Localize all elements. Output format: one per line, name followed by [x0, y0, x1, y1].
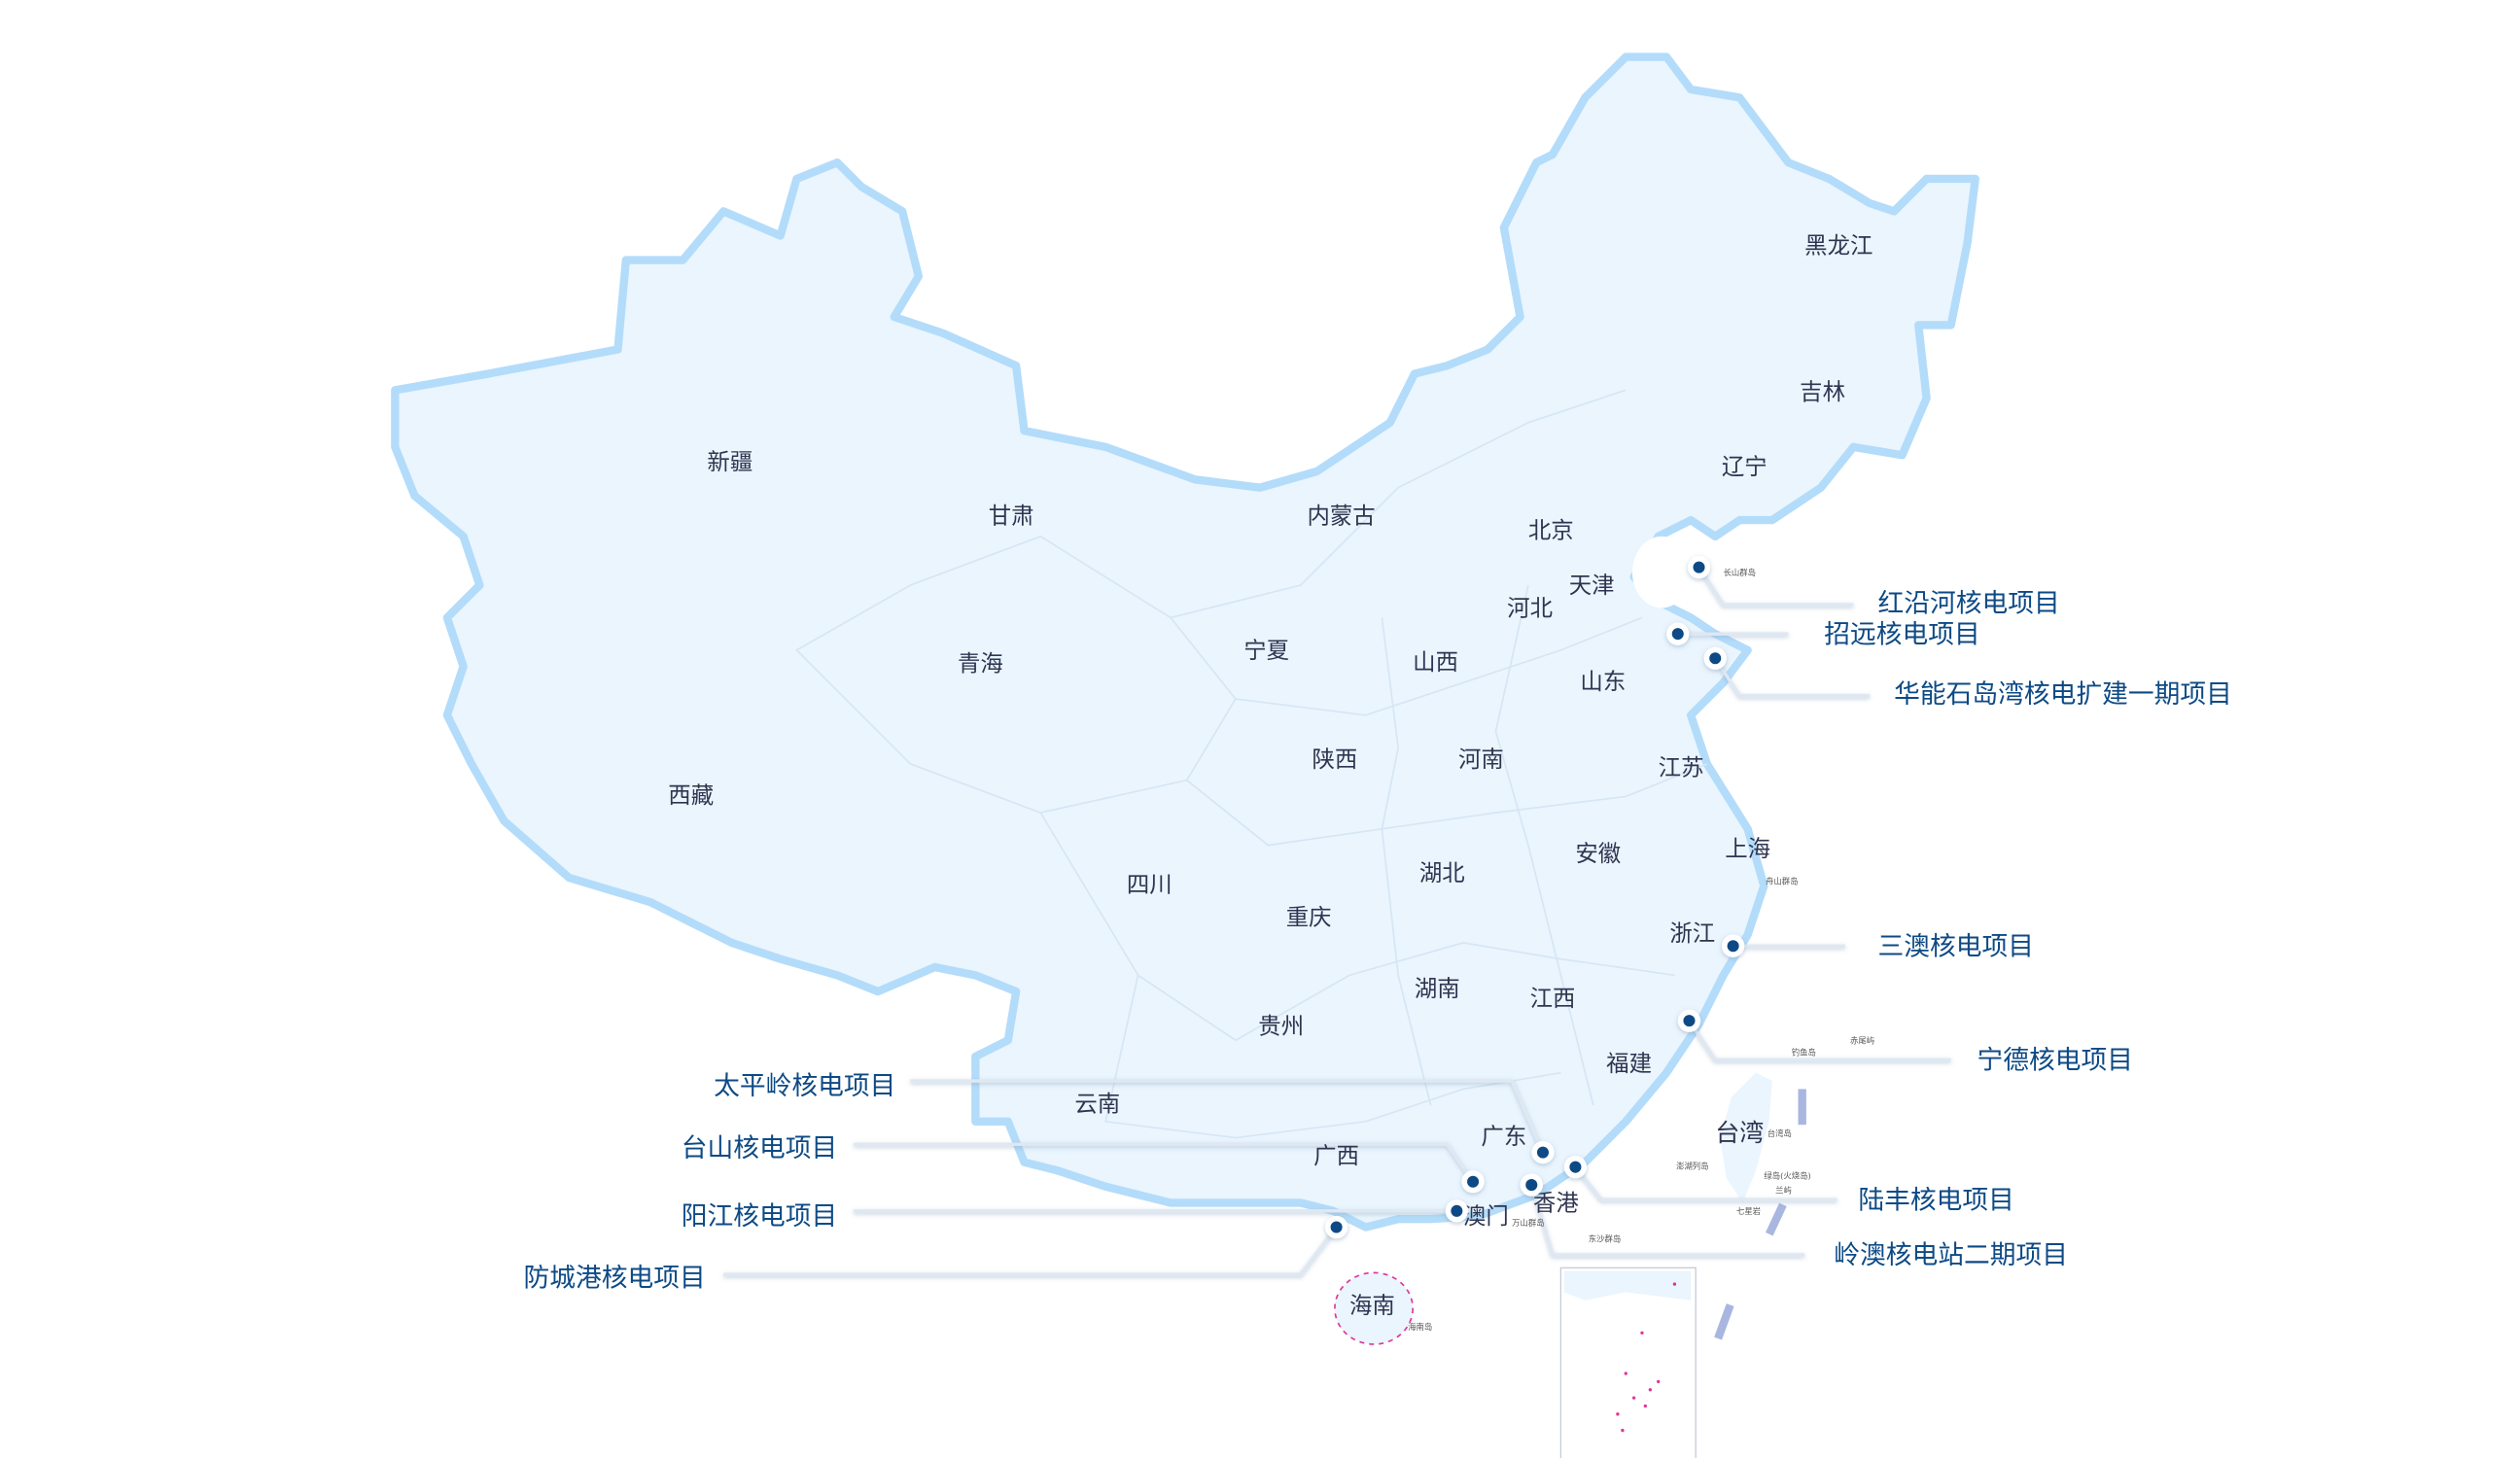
province-label: 黑龙江 [1804, 232, 1872, 260]
province-label: 青海 [958, 649, 1003, 677]
province-label: 香港 [1533, 1190, 1579, 1217]
project-marker[interactable] [1677, 1009, 1701, 1032]
province-label: 西藏 [668, 781, 714, 809]
province-label: 四川 [1127, 871, 1172, 898]
province-label: 澳门 [1463, 1202, 1509, 1230]
province-label: 江苏 [1659, 753, 1704, 781]
project-label[interactable]: 台山核电项目 [682, 1133, 838, 1163]
province-label: 辽宁 [1722, 453, 1768, 480]
hainan-island [1334, 1271, 1415, 1345]
province-label: 河南 [1458, 746, 1504, 773]
island-label: 东沙群岛 [1589, 1234, 1621, 1244]
province-label: 山东 [1580, 668, 1626, 695]
island-label: 七星岩 [1736, 1206, 1761, 1216]
province-label: 海南 [1349, 1292, 1395, 1319]
province-label: 云南 [1074, 1091, 1120, 1118]
island-label: 澎湖列岛 [1676, 1161, 1708, 1170]
province-label: 吉林 [1800, 378, 1845, 405]
project-label[interactable]: 陆丰核电项目 [1858, 1185, 2014, 1215]
province-label: 甘肃 [989, 502, 1034, 529]
island-label: 绿岛(火烧岛) [1764, 1170, 1810, 1180]
province-label: 广西 [1313, 1142, 1359, 1169]
project-label[interactable]: 宁德核电项目 [1977, 1045, 2133, 1075]
project-labels: 红沿河核电项目 招远核电项目 华能石岛湾核电扩建一期项目 三澳核电项目 宁德核电… [524, 589, 2232, 1294]
island-label: 台湾岛 [1768, 1128, 1792, 1138]
project-marker[interactable] [1324, 1215, 1348, 1239]
project-label[interactable]: 红沿河核电项目 [1877, 589, 2059, 619]
project-label[interactable]: 三澳核电项目 [1877, 931, 2034, 961]
province-labels: 黑龙江 吉林 辽宁 北京 天津 河北 山西 山东 内蒙古 新疆 甘肃 青海 宁夏… [668, 232, 1872, 1319]
project-marker[interactable] [1666, 622, 1690, 645]
project-marker[interactable] [1563, 1155, 1588, 1179]
province-label: 福建 [1606, 1050, 1652, 1077]
project-label[interactable]: 招远核电项目 [1824, 619, 1980, 649]
province-label: 重庆 [1286, 903, 1332, 930]
province-label: 内蒙古 [1307, 502, 1375, 529]
project-marker[interactable] [1445, 1199, 1469, 1223]
province-label: 宁夏 [1243, 637, 1289, 664]
leader-lines [723, 566, 1951, 1276]
province-label: 北京 [1528, 516, 1574, 543]
south-china-sea-inset [1559, 1267, 1697, 1458]
province-label: 上海 [1725, 835, 1770, 862]
project-marker[interactable] [1520, 1173, 1543, 1197]
island-labels: 长山群岛 舟山群岛 钓鱼岛 赤尾屿 台湾岛 澎湖列岛 绿岛(火烧岛) 兰屿 七星… [1408, 568, 1874, 1332]
province-label: 浙江 [1669, 920, 1715, 947]
island-label: 钓鱼岛 [1792, 1047, 1816, 1057]
province-borders [795, 389, 1708, 1139]
project-label[interactable]: 防城港核电项目 [524, 1264, 706, 1294]
taiwan-island [1720, 1072, 1772, 1203]
project-marker[interactable] [1461, 1170, 1485, 1194]
project-marker[interactable] [1687, 555, 1711, 579]
province-label: 台湾 [1715, 1119, 1764, 1147]
project-label[interactable]: 太平岭核电项目 [714, 1071, 895, 1101]
project-label[interactable]: 阳江核电项目 [682, 1201, 838, 1232]
province-label: 江西 [1530, 985, 1576, 1012]
island-label: 长山群岛 [1724, 568, 1756, 577]
island-label: 舟山群岛 [1766, 877, 1798, 886]
project-marker[interactable] [1721, 934, 1745, 957]
project-marker[interactable] [1531, 1140, 1555, 1164]
project-markers [1324, 555, 1745, 1239]
province-label: 安徽 [1575, 840, 1621, 867]
island-label: 海南岛 [1408, 1322, 1432, 1332]
province-label: 新疆 [707, 448, 752, 475]
nine-dash-marks [1714, 1089, 1806, 1340]
island-label: 赤尾屿 [1850, 1036, 1874, 1046]
mainland-outline [391, 52, 1979, 1232]
province-label: 湖南 [1415, 975, 1460, 1002]
province-label: 天津 [1569, 572, 1615, 599]
province-label: 山西 [1413, 648, 1458, 676]
bohai-sea [1631, 536, 1692, 608]
project-marker[interactable] [1703, 646, 1727, 670]
island-label: 兰屿 [1775, 1185, 1792, 1195]
province-label: 广东 [1481, 1123, 1526, 1150]
project-label[interactable]: 华能石岛湾核电扩建一期项目 [1894, 679, 2232, 710]
island-label: 万山群岛 [1512, 1218, 1544, 1228]
province-label: 陕西 [1312, 746, 1358, 773]
province-label: 河北 [1507, 595, 1553, 622]
province-label: 湖北 [1419, 859, 1465, 886]
province-label: 贵州 [1258, 1012, 1304, 1039]
project-label[interactable]: 岭澳核电站二期项目 [1834, 1240, 2068, 1270]
